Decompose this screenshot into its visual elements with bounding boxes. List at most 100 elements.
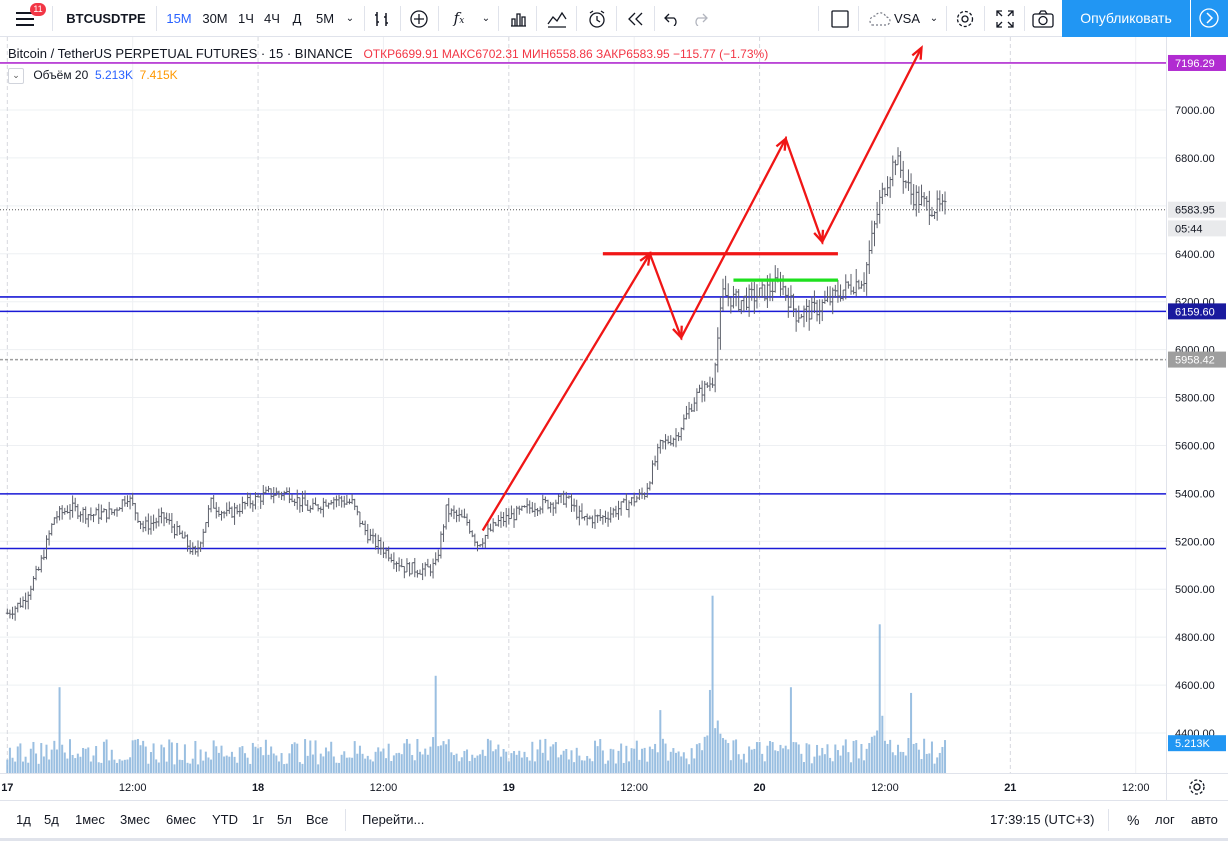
range-1m[interactable]: 1мес bbox=[75, 812, 105, 827]
divider bbox=[576, 6, 577, 31]
ohlc-bar bbox=[726, 283, 730, 307]
undo-icon[interactable] bbox=[660, 0, 684, 37]
price-chart[interactable]: 7000.006800.006600.006400.006200.006000.… bbox=[0, 37, 1228, 800]
volume-bar bbox=[742, 753, 745, 773]
annotations bbox=[481, 45, 923, 532]
gear-icon[interactable] bbox=[950, 0, 980, 37]
volume-bar bbox=[748, 746, 751, 773]
range-3m[interactable]: 3мес bbox=[120, 812, 150, 827]
price-tick-label: 4600.00 bbox=[1175, 680, 1215, 692]
volume-bar bbox=[813, 756, 816, 773]
range-5y[interactable]: 5л bbox=[277, 812, 292, 827]
axes: 7000.006800.006600.006400.006200.006000.… bbox=[0, 37, 1228, 800]
goto-date-button[interactable]: Перейти... bbox=[362, 812, 425, 827]
range-all[interactable]: Все bbox=[306, 812, 329, 827]
clock-timezone[interactable]: 17:39:15 (UTC+3) bbox=[990, 812, 1095, 827]
volume-bar bbox=[445, 744, 448, 773]
indicators-icon[interactable]: fx bbox=[453, 9, 465, 27]
ohlc-bar bbox=[139, 520, 143, 530]
volume-bar bbox=[429, 746, 432, 773]
ohlc-bar bbox=[402, 565, 406, 579]
volume-bar bbox=[426, 754, 429, 773]
ohlc-bar bbox=[499, 511, 503, 528]
volume-bar bbox=[58, 687, 61, 773]
volume-bar bbox=[364, 758, 367, 773]
ohlc-bar bbox=[475, 541, 479, 552]
range-1y[interactable]: 1г bbox=[252, 812, 264, 827]
volume-bar bbox=[89, 761, 92, 773]
range-ytd[interactable]: YTD bbox=[212, 812, 238, 827]
volume-bar bbox=[460, 757, 463, 773]
volume-bar bbox=[889, 739, 892, 773]
ohlc-bar bbox=[418, 569, 422, 575]
range-1d[interactable]: 1д bbox=[16, 812, 31, 827]
volume-legend: ⌄ Объём 20 5.213K 7.415K bbox=[8, 68, 178, 84]
interval-5m[interactable]: 5М bbox=[315, 11, 335, 26]
range-5d[interactable]: 5д bbox=[44, 812, 59, 827]
ohlc-bar bbox=[376, 534, 380, 554]
volume-bar bbox=[84, 748, 87, 773]
replay-chart-icon[interactable] bbox=[542, 0, 572, 37]
volume-bar bbox=[761, 753, 764, 773]
volume-bar bbox=[933, 763, 936, 773]
chevron-down-icon[interactable]: ⌄ bbox=[929, 13, 939, 24]
compare-add-icon[interactable] bbox=[404, 0, 434, 37]
interval-day[interactable]: Д bbox=[292, 11, 302, 26]
volume-bar bbox=[473, 757, 476, 773]
divider bbox=[1108, 809, 1109, 831]
menu-icon[interactable] bbox=[8, 0, 44, 37]
volume-bar bbox=[484, 755, 487, 773]
divider bbox=[498, 6, 499, 31]
range-6m[interactable]: 6мес bbox=[166, 812, 196, 827]
volume-bar bbox=[251, 742, 254, 773]
ohlc-bar bbox=[666, 435, 670, 445]
volume-bar bbox=[275, 755, 278, 773]
panel-toggle-button[interactable] bbox=[1191, 0, 1228, 37]
alert-clock-icon[interactable] bbox=[582, 0, 612, 37]
financials-icon[interactable] bbox=[504, 0, 532, 37]
redo-icon[interactable] bbox=[688, 0, 712, 37]
template-name[interactable]: VSA bbox=[893, 11, 920, 26]
volume-bar bbox=[272, 753, 275, 773]
volume-bar bbox=[789, 687, 792, 773]
ohlc-bar bbox=[99, 504, 103, 521]
fullscreen-icon[interactable] bbox=[990, 0, 1020, 37]
rewind-icon[interactable] bbox=[622, 0, 650, 37]
ohlc-bar bbox=[583, 515, 587, 521]
volume-bar bbox=[622, 762, 625, 773]
ohlc-bar bbox=[593, 509, 597, 529]
interval-4h[interactable]: 4Ч bbox=[264, 11, 280, 26]
collapse-icon[interactable]: ⌄ bbox=[8, 68, 24, 84]
volume-bar bbox=[614, 763, 617, 773]
volume-bar bbox=[792, 742, 795, 773]
interval-15m[interactable]: 15М bbox=[166, 11, 192, 26]
symbol-search[interactable]: BTCUSDTPE bbox=[66, 11, 146, 26]
percent-toggle[interactable]: % bbox=[1127, 812, 1140, 828]
auto-toggle[interactable]: авто bbox=[1191, 812, 1218, 827]
volume-bar bbox=[706, 735, 709, 773]
ohlc-bar bbox=[78, 511, 82, 522]
volume-bar bbox=[220, 745, 223, 773]
interval-30m[interactable]: 30М bbox=[202, 11, 228, 26]
ohlc-bar bbox=[504, 507, 508, 528]
bar-type-icon[interactable] bbox=[368, 0, 396, 37]
ohlc-bar bbox=[107, 501, 111, 520]
volume-bar bbox=[419, 751, 422, 773]
publish-button[interactable]: Опубликовать bbox=[1062, 0, 1190, 37]
volume-bar bbox=[729, 760, 732, 773]
camera-icon[interactable] bbox=[1028, 0, 1058, 37]
ohlc-bar bbox=[658, 439, 662, 454]
log-toggle[interactable]: лог bbox=[1155, 812, 1175, 827]
volume-bar bbox=[881, 715, 884, 773]
volume-bar bbox=[870, 736, 873, 773]
layout-icon[interactable] bbox=[826, 0, 854, 37]
price-tick-label: 5400.00 bbox=[1175, 488, 1215, 500]
cloud-icon[interactable] bbox=[864, 0, 894, 37]
volume-bar bbox=[32, 741, 35, 773]
ohlc-bar bbox=[358, 511, 362, 528]
volume-bar bbox=[447, 739, 450, 773]
chevron-down-icon[interactable]: ⌄ bbox=[345, 13, 355, 24]
volume-bar bbox=[189, 763, 192, 773]
chevron-down-icon[interactable]: ⌄ bbox=[481, 13, 491, 24]
interval-1h[interactable]: 1Ч bbox=[238, 11, 254, 26]
